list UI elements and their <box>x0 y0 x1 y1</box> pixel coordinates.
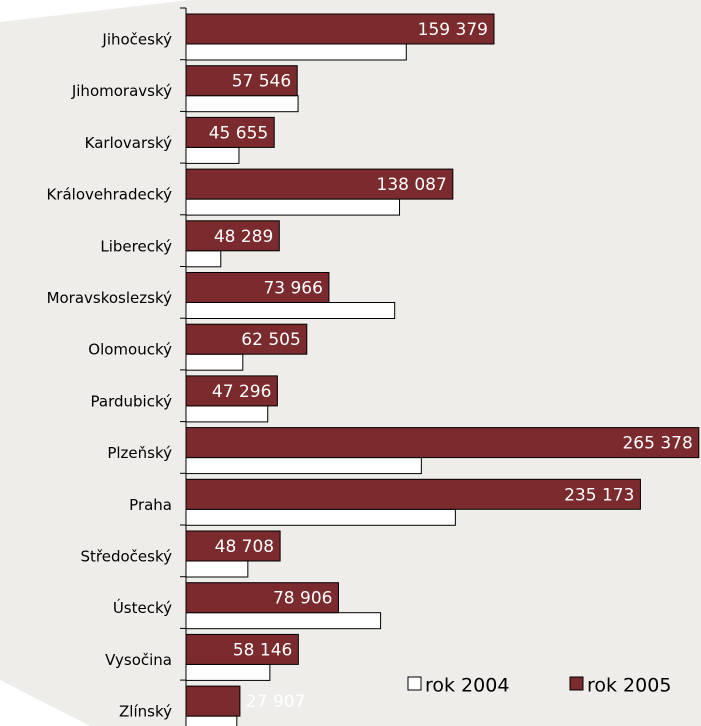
category-label: Vysočina <box>105 651 172 669</box>
category-label: Královehradecký <box>46 186 172 204</box>
bar <box>185 427 700 459</box>
category-label: Plzeňský <box>107 444 172 462</box>
bar <box>185 560 249 578</box>
bar <box>185 530 281 562</box>
value-label: 58 146 <box>233 640 292 660</box>
category-label: Ústecký <box>113 598 172 617</box>
bar <box>185 612 382 630</box>
value-label: 57 546 <box>232 72 291 92</box>
value-label: 78 906 <box>273 589 332 609</box>
corner <box>0 0 190 22</box>
category-label: Liberecký <box>100 237 172 255</box>
category-label: Praha <box>129 496 172 514</box>
corner <box>0 680 90 726</box>
category-label: Karlovarský <box>85 134 172 152</box>
value-label: 47 296 <box>212 382 271 402</box>
value-label: 27 907 <box>246 692 305 712</box>
legend-label: rok 2005 <box>587 675 671 697</box>
bar <box>185 95 299 113</box>
bar <box>185 168 454 200</box>
value-label: 235 173 <box>564 485 634 505</box>
bar <box>185 250 222 268</box>
bar <box>185 663 271 681</box>
bar <box>185 146 240 164</box>
category-label: Jihočeský <box>101 31 172 49</box>
value-label: 45 655 <box>209 123 268 143</box>
bar <box>185 685 241 717</box>
bar <box>185 302 396 319</box>
value-label: 48 289 <box>214 227 273 247</box>
value-label: 62 505 <box>241 330 300 350</box>
bar <box>185 715 238 726</box>
value-label: 159 379 <box>418 20 488 40</box>
value-label: 73 966 <box>263 279 322 299</box>
value-label: 138 087 <box>377 175 447 195</box>
bar <box>185 508 456 526</box>
legend-swatch <box>407 676 422 691</box>
bar <box>185 198 401 216</box>
legend-label: rok 2004 <box>425 675 509 697</box>
bar <box>185 405 269 423</box>
category-label: Středočeský <box>81 548 173 566</box>
bar <box>185 13 495 45</box>
bar <box>185 116 275 148</box>
bar <box>185 375 278 407</box>
bar <box>185 65 298 97</box>
bar <box>185 582 339 614</box>
bar <box>185 323 308 355</box>
value-label: 48 708 <box>215 537 274 557</box>
category-label: Pardubický <box>91 392 173 410</box>
bar <box>185 478 641 510</box>
category-label: Jihomoravský <box>71 82 172 100</box>
bar <box>185 43 407 61</box>
category-label: Olomoucký <box>88 341 172 359</box>
category-label: Zlínský <box>119 703 172 721</box>
bar <box>185 353 244 371</box>
bar <box>185 220 280 252</box>
value-label: 265 378 <box>622 434 692 454</box>
bar <box>185 633 299 665</box>
bar <box>185 457 422 475</box>
legend-swatch <box>569 676 584 691</box>
category-label: Moravskoslezský <box>47 289 173 307</box>
